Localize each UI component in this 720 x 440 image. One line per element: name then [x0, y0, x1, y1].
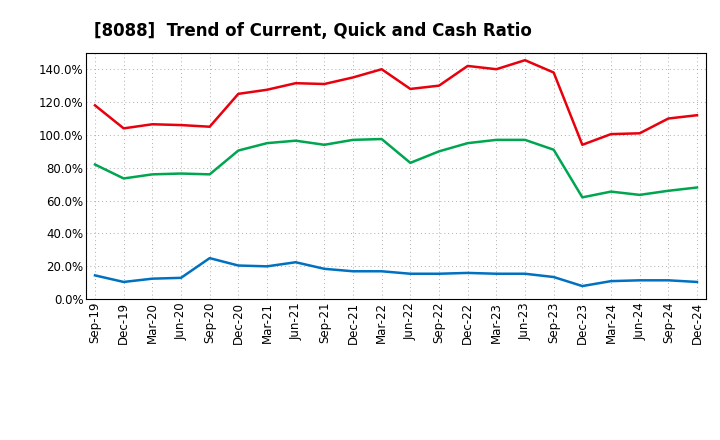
Quick Ratio [91, 162, 99, 167]
Cash Ratio [435, 271, 444, 276]
Cash Ratio [91, 273, 99, 278]
Quick Ratio [578, 195, 587, 200]
Line: Quick Ratio: Quick Ratio [95, 139, 697, 198]
Quick Ratio [234, 148, 243, 153]
Quick Ratio [464, 140, 472, 146]
Cash Ratio [406, 271, 415, 276]
Line: Current Ratio: Current Ratio [95, 60, 697, 145]
Quick Ratio [492, 137, 500, 143]
Current Ratio [176, 122, 185, 128]
Cash Ratio [521, 271, 529, 276]
Current Ratio [435, 83, 444, 88]
Quick Ratio [176, 171, 185, 176]
Quick Ratio [263, 140, 271, 146]
Current Ratio [205, 124, 214, 129]
Current Ratio [320, 81, 328, 87]
Current Ratio [91, 103, 99, 108]
Quick Ratio [521, 137, 529, 143]
Cash Ratio [578, 283, 587, 289]
Cash Ratio [120, 279, 128, 285]
Current Ratio [464, 63, 472, 69]
Cash Ratio [176, 275, 185, 280]
Current Ratio [521, 58, 529, 63]
Current Ratio [607, 132, 616, 137]
Current Ratio [492, 66, 500, 72]
Text: [8088]  Trend of Current, Quick and Cash Ratio: [8088] Trend of Current, Quick and Cash … [94, 22, 531, 40]
Cash Ratio [234, 263, 243, 268]
Quick Ratio [377, 136, 386, 142]
Quick Ratio [320, 142, 328, 147]
Quick Ratio [549, 147, 558, 152]
Quick Ratio [435, 149, 444, 154]
Quick Ratio [292, 138, 300, 143]
Cash Ratio [292, 260, 300, 265]
Cash Ratio [205, 256, 214, 261]
Quick Ratio [120, 176, 128, 181]
Current Ratio [292, 81, 300, 86]
Quick Ratio [348, 137, 357, 143]
Current Ratio [377, 66, 386, 72]
Cash Ratio [693, 279, 701, 285]
Quick Ratio [148, 172, 157, 177]
Line: Cash Ratio: Cash Ratio [95, 258, 697, 286]
Cash Ratio [320, 266, 328, 271]
Cash Ratio [635, 278, 644, 283]
Legend: Current Ratio, Quick Ratio, Cash Ratio: Current Ratio, Quick Ratio, Cash Ratio [188, 434, 604, 440]
Current Ratio [664, 116, 672, 121]
Current Ratio [120, 126, 128, 131]
Current Ratio [578, 142, 587, 147]
Current Ratio [148, 121, 157, 127]
Cash Ratio [263, 264, 271, 269]
Current Ratio [234, 91, 243, 96]
Cash Ratio [607, 279, 616, 284]
Cash Ratio [464, 270, 472, 275]
Quick Ratio [205, 172, 214, 177]
Quick Ratio [693, 185, 701, 190]
Current Ratio [693, 113, 701, 118]
Cash Ratio [492, 271, 500, 276]
Quick Ratio [635, 192, 644, 198]
Current Ratio [635, 131, 644, 136]
Cash Ratio [148, 276, 157, 281]
Quick Ratio [664, 188, 672, 194]
Cash Ratio [549, 275, 558, 280]
Cash Ratio [348, 269, 357, 274]
Current Ratio [406, 86, 415, 92]
Cash Ratio [377, 269, 386, 274]
Current Ratio [549, 70, 558, 75]
Quick Ratio [607, 189, 616, 194]
Current Ratio [348, 75, 357, 80]
Cash Ratio [664, 278, 672, 283]
Current Ratio [263, 87, 271, 92]
Quick Ratio [406, 160, 415, 165]
